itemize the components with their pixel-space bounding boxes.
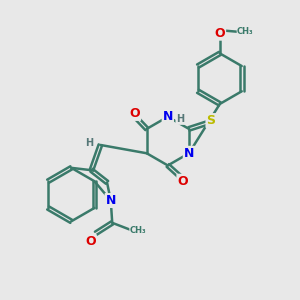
Text: O: O xyxy=(130,107,140,120)
Text: N: N xyxy=(163,110,173,123)
Text: O: O xyxy=(177,175,188,188)
Text: O: O xyxy=(214,27,225,40)
Text: N: N xyxy=(184,147,194,160)
Text: CH₃: CH₃ xyxy=(130,226,146,235)
Text: CH₃: CH₃ xyxy=(237,27,254,36)
Text: O: O xyxy=(85,235,96,248)
Text: N: N xyxy=(106,194,116,207)
Text: S: S xyxy=(206,114,215,127)
Text: H: H xyxy=(176,114,184,124)
Text: H: H xyxy=(85,138,93,148)
